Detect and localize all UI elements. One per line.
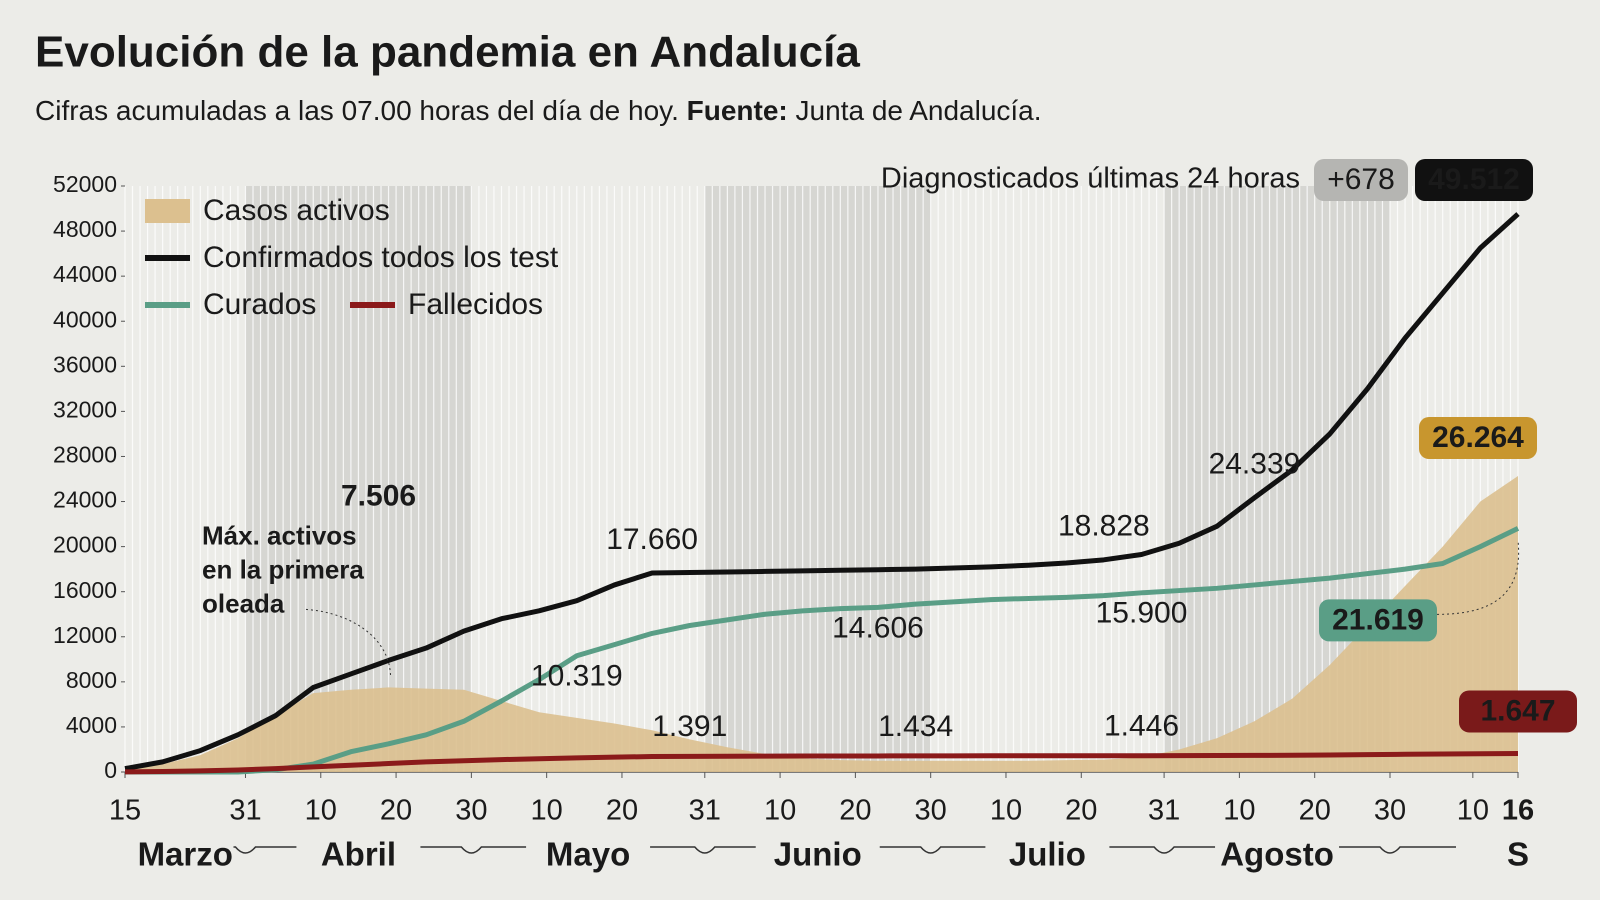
plot [124,212,1520,775]
month-connector [650,846,756,854]
line-series [124,212,1520,772]
legend-label: Fallecidos [408,288,543,321]
headline-badge: +678 [1327,163,1395,196]
y-tick-label: 28000 [53,442,117,468]
month-label: Junio [774,836,862,873]
value-label: 1.434 [878,710,953,743]
value-label-box [1459,690,1577,733]
line-series [124,750,1519,775]
value-label: 14.606 [832,611,924,644]
month-label: Abril [321,836,396,873]
month-connector [1339,846,1456,854]
value-label: 49.512 [1428,163,1520,196]
x-tick-label: 10 [531,795,563,827]
y-tick-label: 40000 [53,306,117,332]
month-label: Julio [1009,836,1086,873]
x-tick-label: 20 [380,795,412,827]
legend-label: Curados [203,288,316,321]
headline-label: Diagnosticados últimas 24 horas [881,163,1300,195]
value-label: 18.828 [1058,510,1150,543]
x-tick-label: 20 [606,795,638,827]
y-tick-label: 48000 [53,216,117,242]
month-connector [233,846,297,854]
legend-label: Confirmados todos los test [203,241,559,274]
y-tick-label: 4000 [66,712,117,738]
y-tick-label: 20000 [53,532,117,558]
x-tick-label: 10 [990,795,1022,827]
legend-label: Casos activos [203,194,390,227]
x-tick-label: 20 [1065,795,1097,827]
chart-subtitle: Cifras acumuladas a las 07.00 horas del … [35,95,1042,126]
area-series [125,476,1518,772]
value-label: 7.506 [341,479,416,512]
month-connector [1109,846,1216,854]
value-label: 17.660 [606,523,698,556]
annotation: en la primera [202,554,364,584]
x-tick-label: 10 [1457,795,1489,827]
x-tick-label: 20 [839,795,871,827]
month-label: Agosto [1220,836,1334,873]
value-label-box [1415,159,1533,201]
annotation: oleada [202,588,285,618]
x-tick-label: 31 [229,795,261,827]
line-series [125,526,1520,775]
y-tick-label: 8000 [66,667,117,693]
value-label: 10.319 [531,660,623,693]
month-label: Mayo [546,836,630,873]
value-label-box [1319,599,1437,642]
month-connector [879,846,986,854]
y-tick-label: 36000 [53,351,117,377]
subtitle-text: Cifras acumuladas a las 07.00 horas del … [35,95,679,126]
value-label-box [1419,417,1537,460]
y-tick-label: 44000 [53,261,117,287]
x-tick-label: 10 [1223,795,1255,827]
x-tick-label: 10 [305,795,337,827]
subtitle-source: Junta de Andalucía. [796,95,1042,126]
y-tick-label: 32000 [53,396,117,422]
y-tick-label: 24000 [53,487,117,513]
chart-title: Evolución de la pandemia en Andalucía [35,28,860,77]
x-tick-label: 10 [764,795,796,827]
value-label: 1.647 [1480,694,1555,727]
x-tick-label: 20 [1299,795,1331,827]
value-label: 15.900 [1096,597,1188,630]
x-tick-label: 31 [689,795,721,827]
x-tick-label: 16 [1502,795,1534,827]
overlay: 7.506 Máx. activos en la primera oleada 26.2… [145,159,1577,743]
headline-badge-box [1314,159,1408,201]
subtitle-source-label: Fuente: [687,95,788,126]
x-tick-label: 30 [455,795,487,827]
month-label: Marzo [138,836,233,873]
y-tick-label: 0 [104,757,117,783]
y-tick-label: 52000 [53,171,117,197]
month-label: S [1507,836,1529,873]
y-tick-label: 12000 [53,622,117,648]
value-label: 1.446 [1104,710,1179,743]
value-label: 24.339 [1209,448,1301,481]
x-tick-label: 31 [1148,795,1180,827]
legend-swatch [145,199,190,223]
value-label: 1.391 [652,710,727,743]
x-tick-label: 30 [1374,795,1406,827]
month-connector [420,846,527,854]
x-tick-label: 30 [915,795,947,827]
value-label: 21.619 [1332,603,1424,636]
y-tick-label: 16000 [53,577,117,603]
annotation: Máx. activos [202,520,357,550]
value-label: 26.264 [1432,421,1524,454]
x-tick-label: 15 [109,795,141,827]
annotation-leader [305,608,392,678]
